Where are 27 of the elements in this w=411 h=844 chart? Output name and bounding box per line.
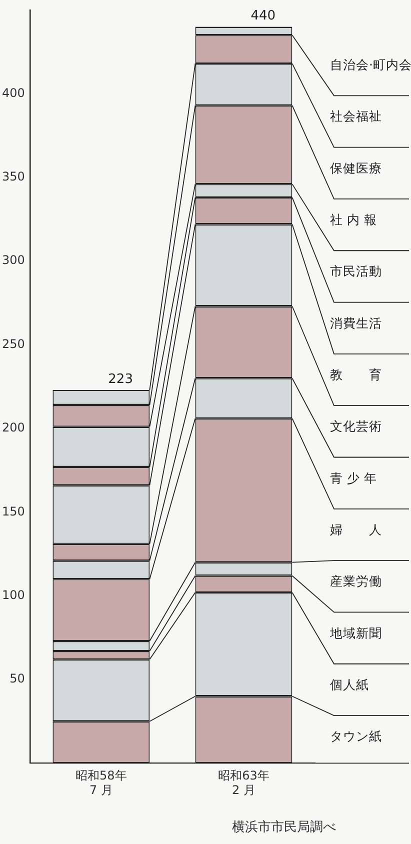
text: 保健医療 <box>330 160 382 176</box>
text: 横浜市市民局調べ <box>232 819 336 836</box>
text: 消費生活 <box>330 315 382 330</box>
total-label: 440 <box>250 8 276 24</box>
text: タウン紙 <box>330 728 382 744</box>
total-label: 223 <box>108 372 133 387</box>
text: 産業労働 <box>330 574 382 589</box>
y-tick-label: 400 <box>2 86 25 100</box>
text: 婦 人 <box>330 522 382 537</box>
text: 文化芸術 <box>330 418 382 434</box>
x-tick-label: 昭和63年 2 月 <box>218 768 270 797</box>
y-tick-label: 50 <box>10 672 25 686</box>
y-tick-label: 350 <box>2 170 25 184</box>
y-tick-label: 200 <box>2 420 25 435</box>
text: 社会福祉 <box>330 108 382 124</box>
y-tick-label: 100 <box>2 588 25 602</box>
text: 教 育 <box>330 367 382 382</box>
text: 市民活動 <box>330 264 382 279</box>
y-tick-label: 300 <box>2 253 25 268</box>
y-tick-label: 250 <box>2 336 25 351</box>
y-tick-label: 150 <box>2 504 25 518</box>
text: 社 内 報 <box>330 212 377 228</box>
text: 青 少 年 <box>330 470 377 486</box>
text: 自治会·町内会 <box>330 57 411 72</box>
text: 地域新聞 <box>329 625 382 640</box>
text: 個人紙 <box>330 676 369 692</box>
x-tick-label: 昭和58年 7 月 <box>76 768 127 797</box>
